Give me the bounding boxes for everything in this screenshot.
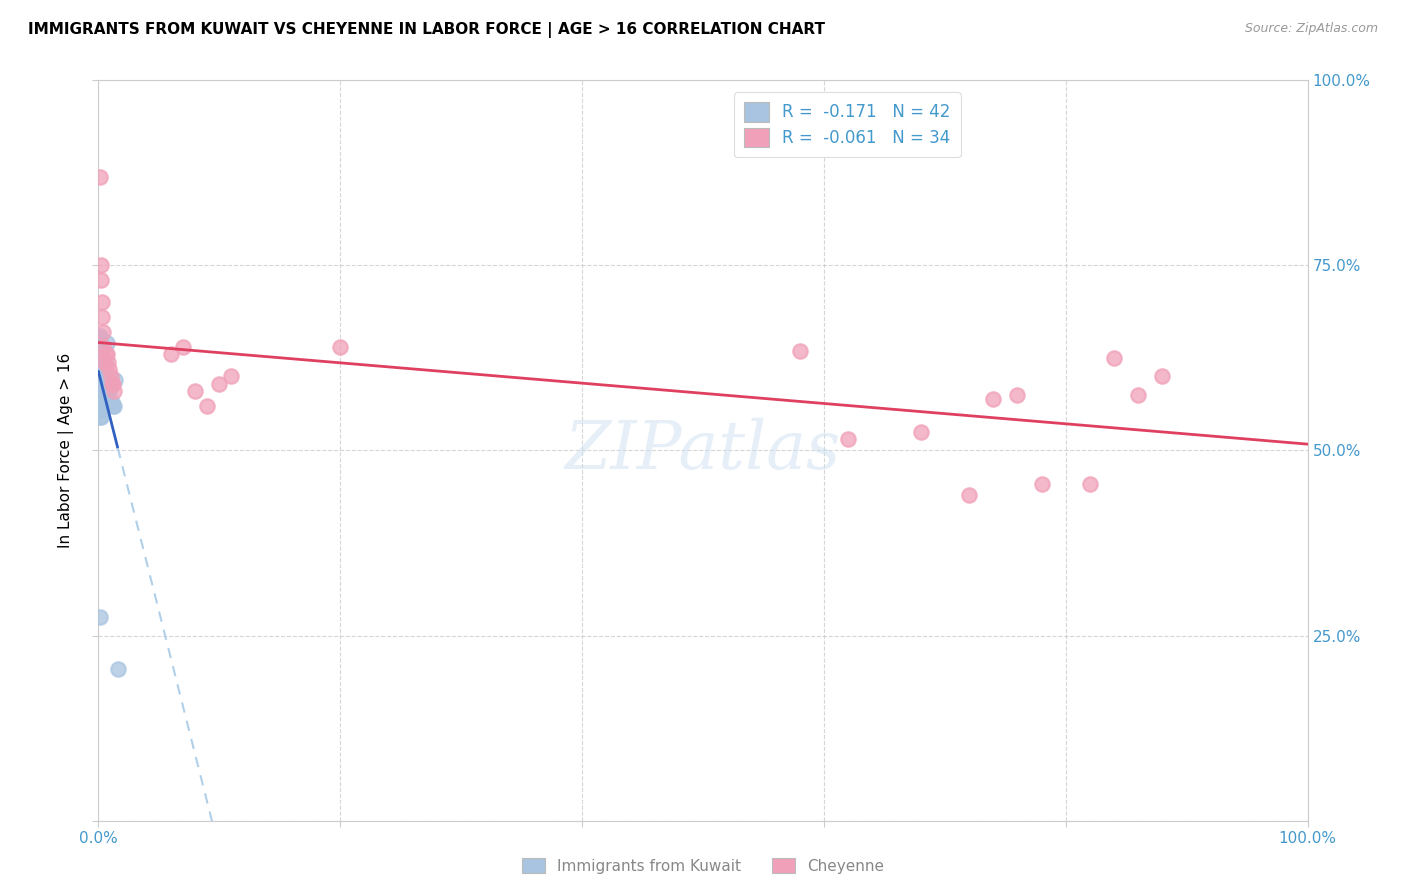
Y-axis label: In Labor Force | Age > 16: In Labor Force | Age > 16	[58, 353, 75, 548]
Text: ZIPatlas: ZIPatlas	[565, 417, 841, 483]
Point	[89, 373, 111, 387]
Point	[98, 384, 121, 399]
Point	[90, 259, 112, 273]
Point	[98, 362, 121, 376]
Point	[90, 273, 112, 287]
Point	[91, 366, 114, 380]
Point	[89, 610, 111, 624]
Legend: R =  -0.171   N = 42, R =  -0.061   N = 34: R = -0.171 N = 42, R = -0.061 N = 34	[734, 92, 960, 158]
Point	[101, 376, 124, 391]
Point	[100, 395, 122, 409]
Point	[957, 488, 980, 502]
Point	[104, 373, 127, 387]
Point	[90, 380, 112, 394]
Point	[103, 399, 125, 413]
Point	[100, 376, 122, 391]
Text: IMMIGRANTS FROM KUWAIT VS CHEYENNE IN LABOR FORCE | AGE > 16 CORRELATION CHART: IMMIGRANTS FROM KUWAIT VS CHEYENNE IN LA…	[28, 22, 825, 38]
Point	[90, 402, 112, 417]
Point	[91, 340, 114, 354]
Point	[89, 354, 111, 368]
Point	[221, 369, 243, 384]
Point	[1102, 351, 1125, 365]
Point	[90, 373, 112, 387]
Point	[329, 340, 352, 354]
Point	[91, 366, 114, 380]
Point	[160, 347, 183, 361]
Point	[184, 384, 207, 399]
Point	[1031, 476, 1053, 491]
Point	[91, 359, 114, 373]
Point	[96, 336, 118, 351]
Point	[91, 351, 114, 365]
Point	[195, 399, 218, 413]
Point	[89, 347, 111, 361]
Point	[91, 310, 114, 325]
Point	[89, 332, 111, 346]
Point	[101, 399, 124, 413]
Point	[89, 402, 111, 417]
Point	[100, 376, 122, 391]
Point	[89, 328, 111, 343]
Point	[910, 425, 932, 439]
Point	[91, 295, 114, 310]
Point	[90, 366, 112, 380]
Legend: Immigrants from Kuwait, Cheyenne: Immigrants from Kuwait, Cheyenne	[516, 852, 890, 880]
Point	[107, 662, 129, 676]
Point	[94, 359, 117, 373]
Point	[91, 373, 114, 387]
Point	[89, 369, 111, 384]
Point	[90, 359, 112, 373]
Point	[89, 395, 111, 409]
Point	[93, 354, 115, 368]
Point	[96, 347, 118, 361]
Point	[94, 384, 117, 399]
Point	[93, 359, 115, 373]
Point	[89, 336, 111, 351]
Point	[89, 169, 111, 184]
Point	[89, 410, 111, 425]
Point	[94, 347, 117, 361]
Point	[97, 354, 120, 368]
Point	[837, 433, 859, 447]
Point	[89, 380, 111, 394]
Point	[97, 380, 120, 394]
Text: Source: ZipAtlas.com: Source: ZipAtlas.com	[1244, 22, 1378, 36]
Point	[103, 384, 125, 399]
Point	[91, 380, 114, 394]
Point	[1152, 369, 1174, 384]
Point	[172, 340, 194, 354]
Point	[1007, 388, 1029, 402]
Point	[93, 366, 115, 380]
Point	[100, 369, 122, 384]
Point	[208, 376, 231, 391]
Point	[91, 325, 114, 339]
Point	[981, 392, 1004, 406]
Point	[1078, 476, 1101, 491]
Point	[789, 343, 811, 358]
Point	[90, 410, 112, 425]
Point	[1128, 388, 1150, 402]
Point	[91, 351, 114, 365]
Point	[89, 388, 111, 402]
Point	[90, 395, 112, 409]
Point	[91, 359, 114, 373]
Point	[90, 366, 112, 380]
